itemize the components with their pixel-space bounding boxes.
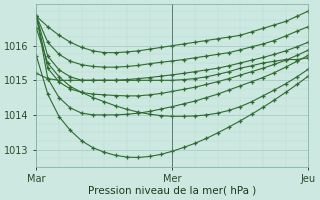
X-axis label: Pression niveau de la mer( hPa ): Pression niveau de la mer( hPa ): [88, 186, 256, 196]
